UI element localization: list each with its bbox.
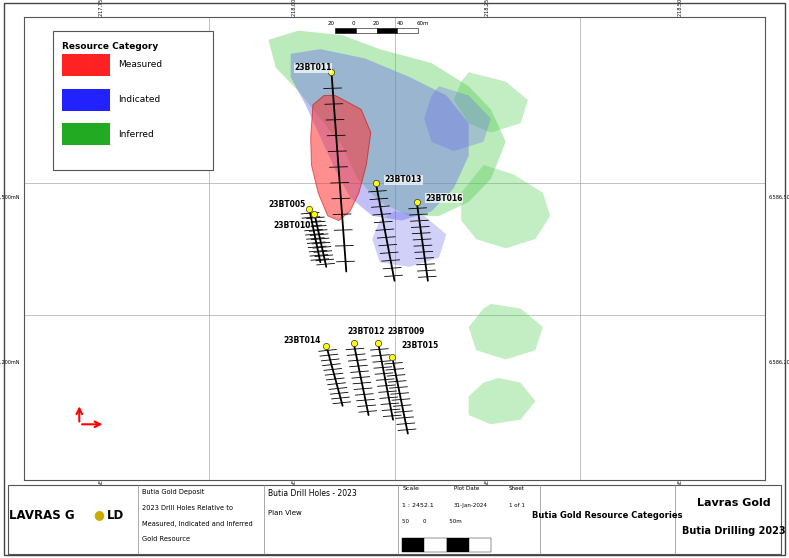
Text: Butia Gold Deposit: Butia Gold Deposit: [142, 489, 204, 496]
Text: Lavras Gold: Lavras Gold: [697, 498, 771, 508]
Bar: [335, 28, 356, 33]
Bar: [398, 28, 418, 33]
Text: LD: LD: [107, 508, 124, 522]
Bar: [62, 89, 110, 110]
Text: 50        0             50m: 50 0 50m: [402, 519, 462, 524]
Bar: [54, 31, 213, 170]
Text: 31-Jan-2024: 31-Jan-2024: [454, 503, 488, 508]
Text: Indicated: Indicated: [118, 95, 161, 104]
Text: ●: ●: [93, 508, 104, 522]
Text: 23BT015: 23BT015: [401, 341, 439, 350]
Text: Gold Resource: Gold Resource: [142, 536, 190, 542]
Text: 1 : 2452.1: 1 : 2452.1: [402, 503, 434, 508]
Text: 218,500mE 218,500mE: 218,500mE 218,500mE: [678, 480, 682, 538]
Text: Inferred: Inferred: [118, 130, 155, 139]
Bar: [376, 28, 398, 33]
Text: 2023 Drill Holes Relative to: 2023 Drill Holes Relative to: [142, 505, 233, 511]
Text: 23BT011: 23BT011: [294, 63, 331, 72]
Text: Resource Category: Resource Category: [62, 42, 159, 51]
Text: 23BT010: 23BT010: [274, 220, 311, 230]
Polygon shape: [454, 73, 528, 132]
Text: 23BT005: 23BT005: [268, 200, 305, 209]
Bar: [62, 54, 110, 76]
Bar: [447, 538, 469, 552]
Text: Plot Date: Plot Date: [454, 486, 479, 491]
Polygon shape: [424, 86, 491, 151]
Text: Scale: Scale: [402, 486, 419, 491]
Text: Sheet: Sheet: [509, 486, 525, 491]
Text: 23BT014: 23BT014: [283, 336, 320, 345]
Polygon shape: [290, 49, 469, 220]
Text: 217,750mE 217,750mE: 217,750mE 217,750mE: [99, 480, 104, 538]
Text: Butia Drill Holes - 2023: Butia Drill Holes - 2023: [268, 489, 357, 498]
Text: 218,000mE 218,000mE: 218,000mE 218,000mE: [292, 0, 297, 16]
Polygon shape: [372, 211, 447, 267]
Text: 217,750mE 217,750mE: 217,750mE 217,750mE: [99, 0, 104, 16]
Text: 20: 20: [372, 21, 380, 26]
Text: Plan View: Plan View: [268, 509, 302, 516]
Text: 1 of 1: 1 of 1: [509, 503, 525, 508]
Text: 23BT016: 23BT016: [425, 194, 463, 203]
Polygon shape: [469, 304, 543, 359]
Bar: [402, 538, 424, 552]
Polygon shape: [462, 165, 550, 248]
Text: Butia Gold Resource Categories: Butia Gold Resource Categories: [533, 511, 682, 519]
Text: 218,500mE 218,500mE: 218,500mE 218,500mE: [678, 0, 682, 16]
Text: 40: 40: [396, 21, 403, 26]
Text: 0: 0: [352, 21, 356, 26]
Text: 6,586,500mN: 6,586,500mN: [769, 195, 789, 200]
Bar: [469, 538, 491, 552]
Text: LAVRAS G: LAVRAS G: [9, 508, 75, 522]
Text: 60m: 60m: [417, 21, 429, 26]
Bar: [424, 538, 447, 552]
Text: Measured: Measured: [118, 60, 163, 69]
Text: 23BT009: 23BT009: [387, 327, 424, 336]
Text: 218,250mE 218,250mE: 218,250mE 218,250mE: [484, 0, 490, 16]
Polygon shape: [311, 95, 371, 220]
Text: 23BT012: 23BT012: [348, 327, 385, 336]
Text: Butia Drilling 2023: Butia Drilling 2023: [682, 526, 786, 536]
Text: 6,586,200mN: 6,586,200mN: [0, 359, 20, 364]
Text: 218,250mE 218,250mE: 218,250mE 218,250mE: [484, 480, 490, 538]
Polygon shape: [469, 378, 536, 424]
Text: 6,586,500mN: 6,586,500mN: [0, 195, 20, 200]
Text: 218,000mE 218,000mE: 218,000mE 218,000mE: [292, 480, 297, 538]
Bar: [356, 28, 376, 33]
Text: 20: 20: [328, 21, 335, 26]
Text: 23BT013: 23BT013: [385, 175, 422, 184]
Text: 6,586,200mN: 6,586,200mN: [769, 359, 789, 364]
Bar: [62, 123, 110, 146]
Bar: [8, 485, 781, 554]
Polygon shape: [268, 31, 506, 216]
Text: Measured, Indicated and Inferred: Measured, Indicated and Inferred: [142, 521, 252, 527]
